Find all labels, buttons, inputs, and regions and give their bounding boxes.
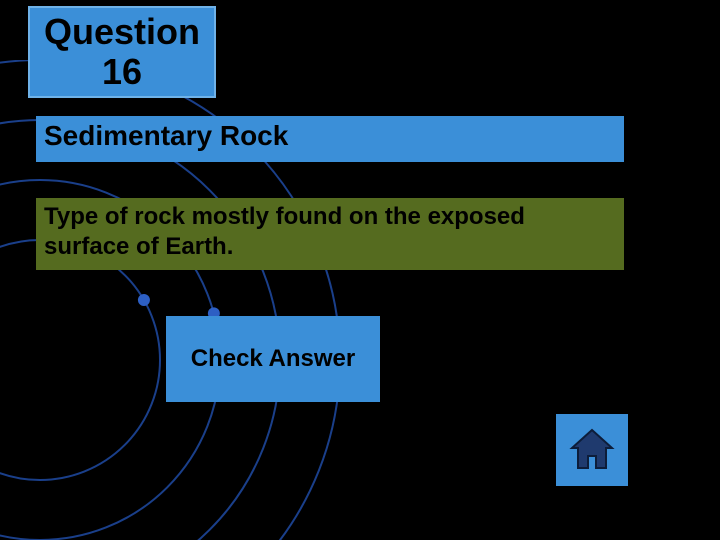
question-label-line2: 16 [30, 52, 214, 92]
check-answer-label: Check Answer [191, 345, 356, 373]
clue-text: Type of rock mostly found on the exposed… [44, 203, 525, 260]
home-icon [566, 424, 618, 476]
home-button[interactable] [556, 414, 628, 486]
category-text: Sedimentary Rock [44, 120, 288, 151]
question-label-line1: Question [30, 12, 214, 52]
question-header: Question 16 [28, 6, 216, 98]
check-answer-button[interactable]: Check Answer [166, 316, 380, 402]
clue-panel: Type of rock mostly found on the exposed… [36, 198, 624, 270]
category-panel: Sedimentary Rock [36, 116, 624, 162]
